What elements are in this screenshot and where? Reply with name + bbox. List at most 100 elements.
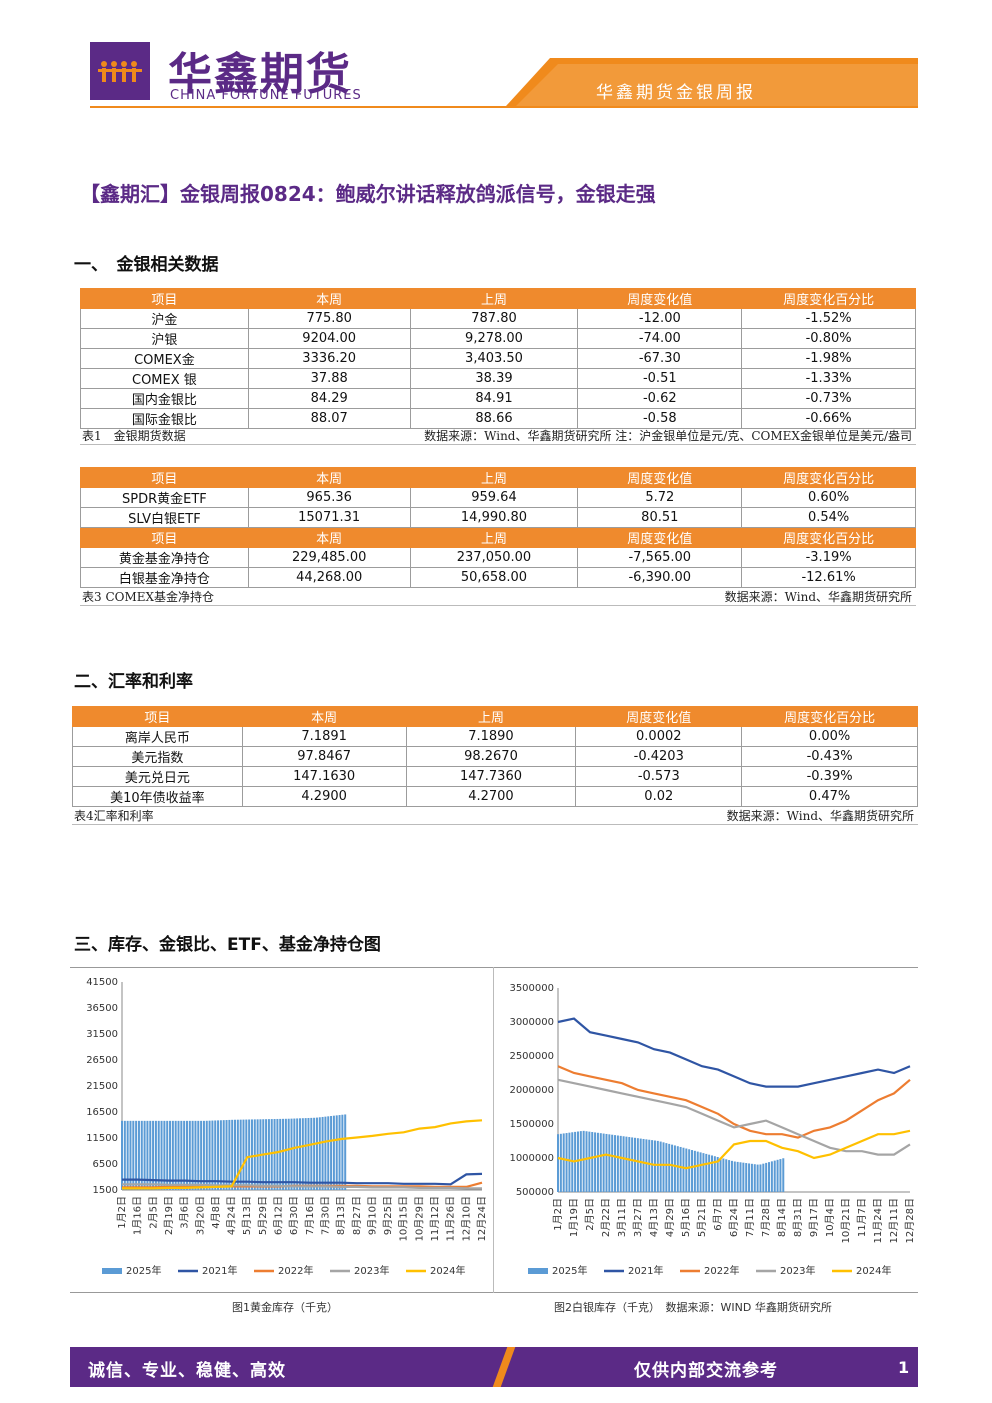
logo-figures-icon <box>98 61 142 82</box>
series-line <box>122 1183 482 1190</box>
table-cell: -7,565.00 <box>577 547 743 568</box>
bar <box>765 1162 768 1192</box>
legend-swatch <box>102 1268 122 1274</box>
bar <box>619 1135 622 1192</box>
bar <box>713 1156 716 1192</box>
bar <box>591 1132 594 1192</box>
bar <box>622 1136 625 1192</box>
table3-source: 数据来源：Wind、华鑫期货研究所 <box>724 590 912 604</box>
bar <box>191 1120 194 1190</box>
x-tick-label: 2月5日 <box>147 1196 159 1229</box>
bar <box>121 1120 123 1190</box>
bar <box>276 1118 279 1190</box>
bar <box>132 1120 135 1190</box>
bar <box>273 1119 276 1190</box>
y-tick-label: 2000000 <box>509 1085 554 1096</box>
silver-inventory-chart: 3500000 3000000 2500000 2000000 1500000 10000… <box>509 983 916 1277</box>
legend-label: 2023年 <box>780 1264 815 1277</box>
bar <box>768 1162 771 1192</box>
table-cell: -3.19% <box>741 547 916 568</box>
column-header: 项目 <box>80 288 249 309</box>
column-header: 周度变化百分比 <box>741 527 916 548</box>
table-cell: -0.51 <box>577 368 743 389</box>
bar <box>642 1138 645 1192</box>
x-tick-label: 12月28日 <box>904 1198 916 1243</box>
bar <box>748 1163 751 1192</box>
header-rule <box>90 106 918 108</box>
bar <box>321 1116 324 1190</box>
bar <box>699 1152 702 1192</box>
x-tick-label: 6月30日 <box>288 1196 300 1235</box>
chart2-caption: 图2白银库存（千克） 数据来源：WIND 华鑫期货研究所 <box>554 1301 832 1314</box>
bar <box>236 1119 239 1190</box>
bar <box>140 1120 143 1190</box>
table-cell: 5.72 <box>577 487 743 508</box>
table3-note: 表3 COMEX基金净持仓 数据来源：Wind、华鑫期货研究所 <box>80 586 916 606</box>
bar <box>599 1133 602 1192</box>
column-header: 上周 <box>409 527 579 548</box>
x-tick-label: 10月15日 <box>398 1196 410 1241</box>
table4-source: 数据来源：Wind、华鑫期货研究所 <box>726 809 914 823</box>
bar <box>559 1133 562 1192</box>
bar <box>730 1160 733 1192</box>
y-tick-label: 16500 <box>86 1107 118 1118</box>
x-tick-label: 2月19日 <box>163 1196 175 1235</box>
table4-caption: 表4汇率和利率 <box>74 809 154 823</box>
bar <box>166 1120 169 1190</box>
bar <box>648 1139 651 1192</box>
bar <box>200 1120 203 1190</box>
column-header: 周度变化百分比 <box>741 467 916 488</box>
table-cell: 50,658.00 <box>409 567 579 588</box>
x-tick-label: 3月27日 <box>632 1198 644 1237</box>
bar <box>605 1133 608 1192</box>
bar <box>688 1149 691 1192</box>
document-title: 【鑫期汇】金银周报0824：鲍威尔讲话释放鸽派信号，金银走强 <box>80 182 656 206</box>
bar <box>651 1140 654 1192</box>
bar <box>733 1161 736 1192</box>
x-tick-label: 2月22日 <box>600 1198 612 1237</box>
bar <box>194 1120 197 1190</box>
table-cell: -74.00 <box>577 328 743 349</box>
bar <box>736 1161 739 1192</box>
bar <box>211 1120 214 1190</box>
bar <box>282 1118 285 1190</box>
table-cell: 237,050.00 <box>409 547 579 568</box>
bar <box>753 1164 756 1192</box>
x-tick-label: 1月19日 <box>568 1198 580 1237</box>
x-tick-label: 12月24日 <box>476 1196 488 1241</box>
x-tick-label: 4月13日 <box>648 1198 660 1237</box>
table-cell: -12.61% <box>741 567 916 588</box>
bar <box>750 1163 753 1192</box>
column-header: 本周 <box>247 527 411 548</box>
legend-label: 2022年 <box>704 1264 739 1277</box>
y-tick-label: 11500 <box>86 1133 118 1144</box>
table-row: 离岸人民币 7.1891 7.1890 0.0002 0.00% <box>72 726 918 747</box>
table-header-row: 项目 本周 上周 周度变化值 周度变化百分比 <box>80 288 916 309</box>
y-tick-label: 1500 <box>93 1185 118 1196</box>
bar <box>225 1120 228 1190</box>
x-tick-label: 11月7日 <box>856 1198 868 1237</box>
x-tick-label: 11月24日 <box>872 1198 884 1243</box>
bar <box>565 1133 568 1192</box>
table-cell: -1.52% <box>741 308 916 329</box>
column-header: 本周 <box>241 706 407 727</box>
bar <box>307 1117 310 1190</box>
column-header: 项目 <box>80 467 249 488</box>
row-label: 沪金 <box>80 308 249 329</box>
y-tick-label: 36500 <box>86 1003 118 1014</box>
bar <box>214 1120 217 1190</box>
legend-label: 2025年 <box>552 1264 587 1277</box>
y-tick-label: 21500 <box>86 1081 118 1092</box>
bar <box>231 1119 234 1190</box>
x-tick-label: 8月14日 <box>776 1198 788 1237</box>
series-line <box>122 1119 483 1190</box>
legend-label: 2024年 <box>856 1264 891 1277</box>
x-tick-label: 7月28日 <box>760 1198 772 1237</box>
bar <box>188 1120 191 1190</box>
bar <box>185 1120 188 1190</box>
footer-motto: 诚信、专业、稳健、高效 <box>88 1361 286 1381</box>
bar <box>702 1153 705 1192</box>
bar <box>770 1161 773 1192</box>
bar <box>662 1142 665 1192</box>
bar <box>602 1133 605 1192</box>
